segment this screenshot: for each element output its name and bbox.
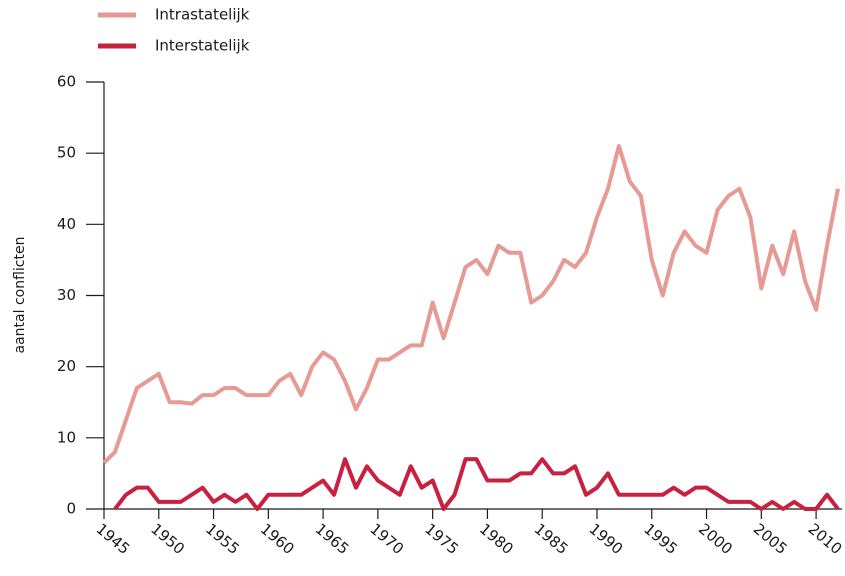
y-tick-label: 10 — [57, 428, 76, 446]
x-tick-label: 1990 — [586, 520, 627, 558]
x-tick-label: 1995 — [640, 520, 681, 558]
y-axis-label: aantal conflicten — [12, 237, 28, 354]
x-tick-label: 1960 — [257, 520, 298, 558]
x-tick-label: 1970 — [366, 520, 407, 558]
y-tick-label: 60 — [57, 73, 76, 91]
y-tick-label: 40 — [57, 215, 76, 233]
x-tick-label: 1945 — [93, 520, 134, 558]
legend-label: Intrastatelijk — [155, 6, 250, 24]
x-tick-label: 1985 — [531, 520, 572, 558]
y-tick-label: 50 — [57, 144, 76, 162]
x-tick-label: 1965 — [312, 520, 353, 558]
x-tick-label: 1975 — [421, 520, 462, 558]
x-tick-label: 1980 — [476, 520, 517, 558]
x-tick-label: 1955 — [202, 520, 243, 558]
x-tick-label: 2010 — [805, 520, 845, 558]
y-tick-label: 0 — [66, 500, 76, 518]
series-line — [102, 144, 840, 465]
series-line — [113, 457, 840, 511]
y-tick-label: 30 — [57, 286, 76, 304]
legend-label: Interstatelijk — [155, 37, 250, 55]
y-tick-label: 20 — [57, 357, 76, 375]
x-tick-label: 1950 — [147, 520, 188, 558]
x-tick-label: 2000 — [695, 520, 736, 558]
x-tick-label: 2005 — [750, 520, 791, 558]
